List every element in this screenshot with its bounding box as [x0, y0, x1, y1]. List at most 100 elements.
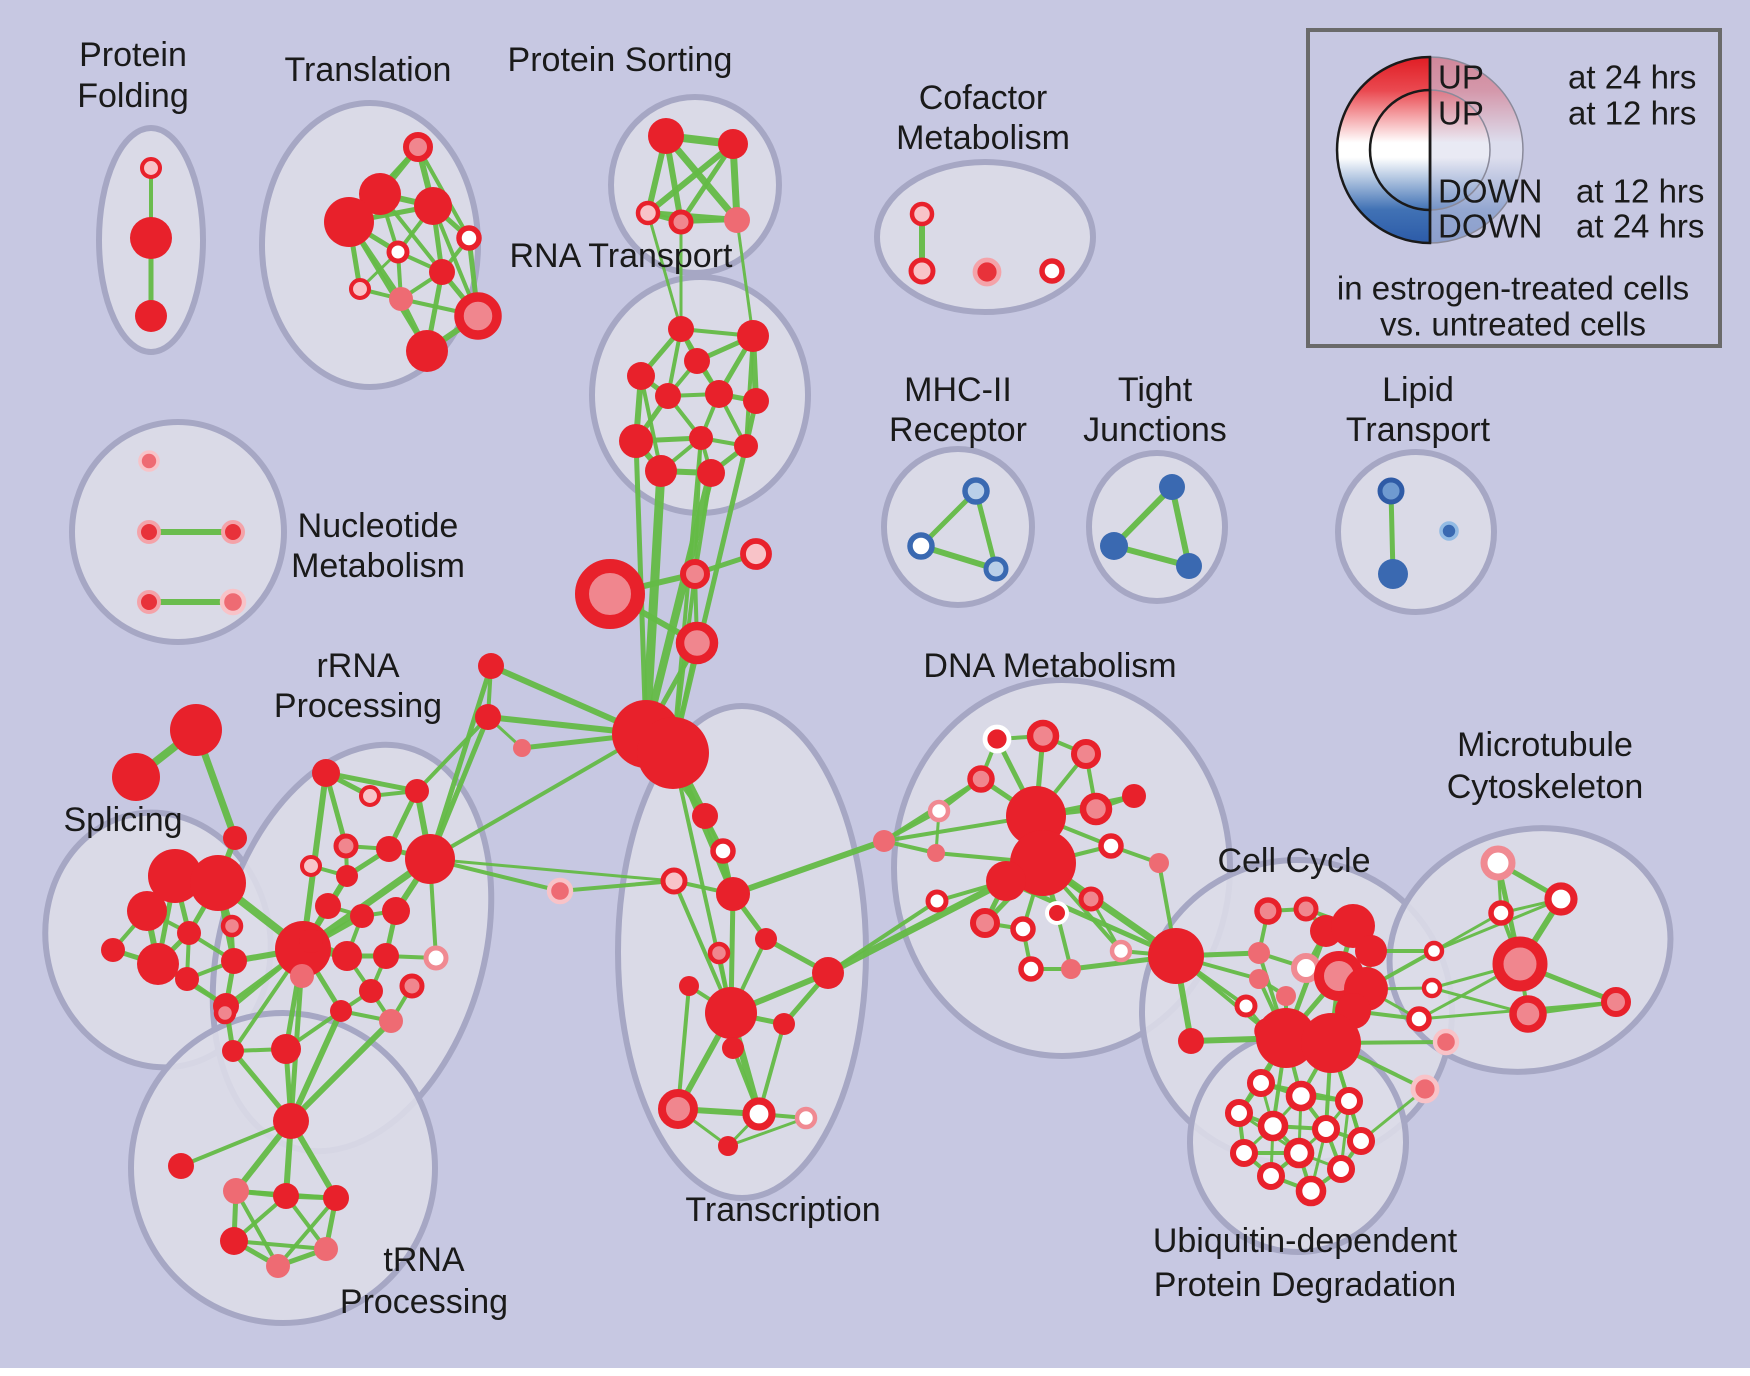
gene-node-e17 — [1423, 940, 1445, 962]
gene-node-e8 — [1276, 986, 1296, 1006]
edge-p0-p4 — [662, 132, 741, 224]
gene-node-R18 — [399, 973, 425, 999]
gene-node-e16 — [1301, 1013, 1361, 1073]
gene-node-r6 — [743, 388, 769, 414]
cluster-label-rna-transport: RNA Transport — [510, 237, 734, 275]
gene-node-M1 — [1544, 882, 1578, 916]
gene-node-e0 — [1254, 897, 1282, 925]
gene-node-r8 — [689, 426, 713, 450]
gene-node-u2 — [1334, 1086, 1364, 1116]
gene-node-t0 — [403, 132, 433, 162]
gene-node-n4 — [219, 588, 247, 616]
gene-node-T6 — [314, 1237, 338, 1261]
gene-node-x5 — [707, 941, 731, 965]
edge-T0-T1 — [179, 1119, 293, 1168]
gene-node-r0 — [668, 316, 694, 342]
gene-node-r11 — [697, 459, 725, 487]
gene-node-T2 — [223, 1178, 249, 1204]
gene-node-T7 — [266, 1254, 290, 1278]
gene-node-k2 — [680, 559, 710, 589]
edge-r9-h1 — [670, 443, 749, 756]
gene-node-m2 — [983, 556, 1009, 582]
gene-node-j1 — [1100, 532, 1128, 560]
gene-node-d21 — [1148, 928, 1204, 984]
gene-node-R9 — [315, 893, 341, 919]
gene-node-r3 — [627, 362, 655, 390]
gene-node-T0 — [273, 1103, 309, 1139]
gene-node-R1 — [312, 759, 340, 787]
edge-x2-x15 — [558, 879, 676, 893]
cluster-label-transcription: Transcription — [685, 1191, 880, 1229]
gene-node-n0 — [138, 450, 160, 472]
gene-node-R5 — [376, 836, 402, 862]
gene-node-r1 — [737, 320, 769, 352]
gene-node-R3 — [405, 779, 429, 803]
gene-node-c0 — [909, 201, 935, 227]
gene-node-p0 — [648, 118, 684, 154]
edge-T0-R20 — [288, 1018, 394, 1124]
gene-node-s4 — [220, 914, 244, 938]
gene-node-s7 — [175, 967, 199, 991]
gene-node-t7 — [348, 277, 372, 301]
edge-x13-x14 — [726, 1116, 808, 1148]
edge-x7-d13 — [826, 899, 939, 975]
edge-p4-r1 — [735, 218, 755, 338]
gene-node-r7 — [619, 424, 653, 458]
gene-node-g2 — [223, 826, 247, 850]
edge-T0-R19 — [288, 1008, 344, 1124]
edge-R8-x2 — [428, 857, 676, 883]
edge-r8-h1 — [671, 436, 703, 755]
gene-node-e15 — [1256, 1008, 1316, 1068]
gene-node-T3 — [273, 1183, 299, 1209]
gene-node-d11 — [1098, 833, 1124, 859]
edge-T4-T7 — [276, 1196, 338, 1268]
cluster-label-cofactor-metabolism-line2: Metabolism — [896, 119, 1070, 157]
gene-node-b0 — [222, 1040, 244, 1062]
gene-node-l2 — [1439, 521, 1459, 541]
gene-node-t2 — [324, 197, 374, 247]
gene-node-pf0 — [139, 156, 163, 180]
cluster-label-rrna-processing-line1: rRNA — [316, 647, 399, 685]
gene-node-R16 — [290, 964, 314, 988]
gene-node-n3 — [137, 590, 161, 614]
gene-node-R14 — [332, 941, 362, 971]
gene-node-d5 — [1079, 792, 1113, 826]
gene-node-d14 — [970, 908, 1000, 938]
cluster-label-lipid-transport-line1: Lipid — [1382, 371, 1454, 409]
gene-node-e12 — [1234, 994, 1258, 1018]
legend-direction-label-1: UP — [1438, 59, 1484, 96]
gene-node-j0 — [1159, 474, 1185, 500]
cluster-label-protein-folding-line1: Protein — [79, 36, 187, 74]
gene-node-d18 — [1109, 939, 1133, 963]
gene-node-e7 — [1249, 969, 1269, 989]
gene-node-R13 — [299, 929, 323, 953]
gene-node-p3 — [668, 209, 694, 235]
gene-node-u0 — [1246, 1068, 1276, 1098]
cluster-label-protein-folding-line2: Folding — [77, 77, 189, 115]
gene-node-R6 — [299, 854, 323, 878]
legend-direction-label-3: DOWN — [1438, 173, 1542, 210]
gene-node-s3 — [177, 921, 201, 945]
gene-node-d8 — [1010, 830, 1076, 896]
gene-node-p4 — [724, 207, 750, 233]
edge-e17-M2 — [1432, 911, 1503, 953]
gene-node-e18 — [1421, 977, 1443, 999]
gene-node-T1 — [168, 1153, 194, 1179]
gene-node-t1 — [359, 173, 401, 215]
edge-r8-k2 — [693, 436, 703, 576]
cluster-label-lipid-transport-line2: Transport — [1346, 411, 1491, 449]
gene-node-r9 — [734, 434, 758, 458]
cluster-ellipse-mhc-ii-receptor — [881, 446, 1035, 608]
gene-node-x1 — [710, 838, 736, 864]
gene-node-u7 — [1229, 1138, 1259, 1168]
gene-node-R10 — [350, 904, 374, 928]
gene-node-R20 — [379, 1009, 403, 1033]
gene-node-p1 — [718, 129, 748, 159]
gene-node-u5 — [1311, 1114, 1341, 1144]
gene-node-h1 — [637, 717, 709, 789]
cluster-ellipse-cofactor-metabolism — [874, 159, 1096, 315]
gene-node-t10 — [406, 330, 448, 372]
gene-node-u11 — [1295, 1175, 1327, 1207]
gene-node-s1 — [190, 855, 246, 911]
